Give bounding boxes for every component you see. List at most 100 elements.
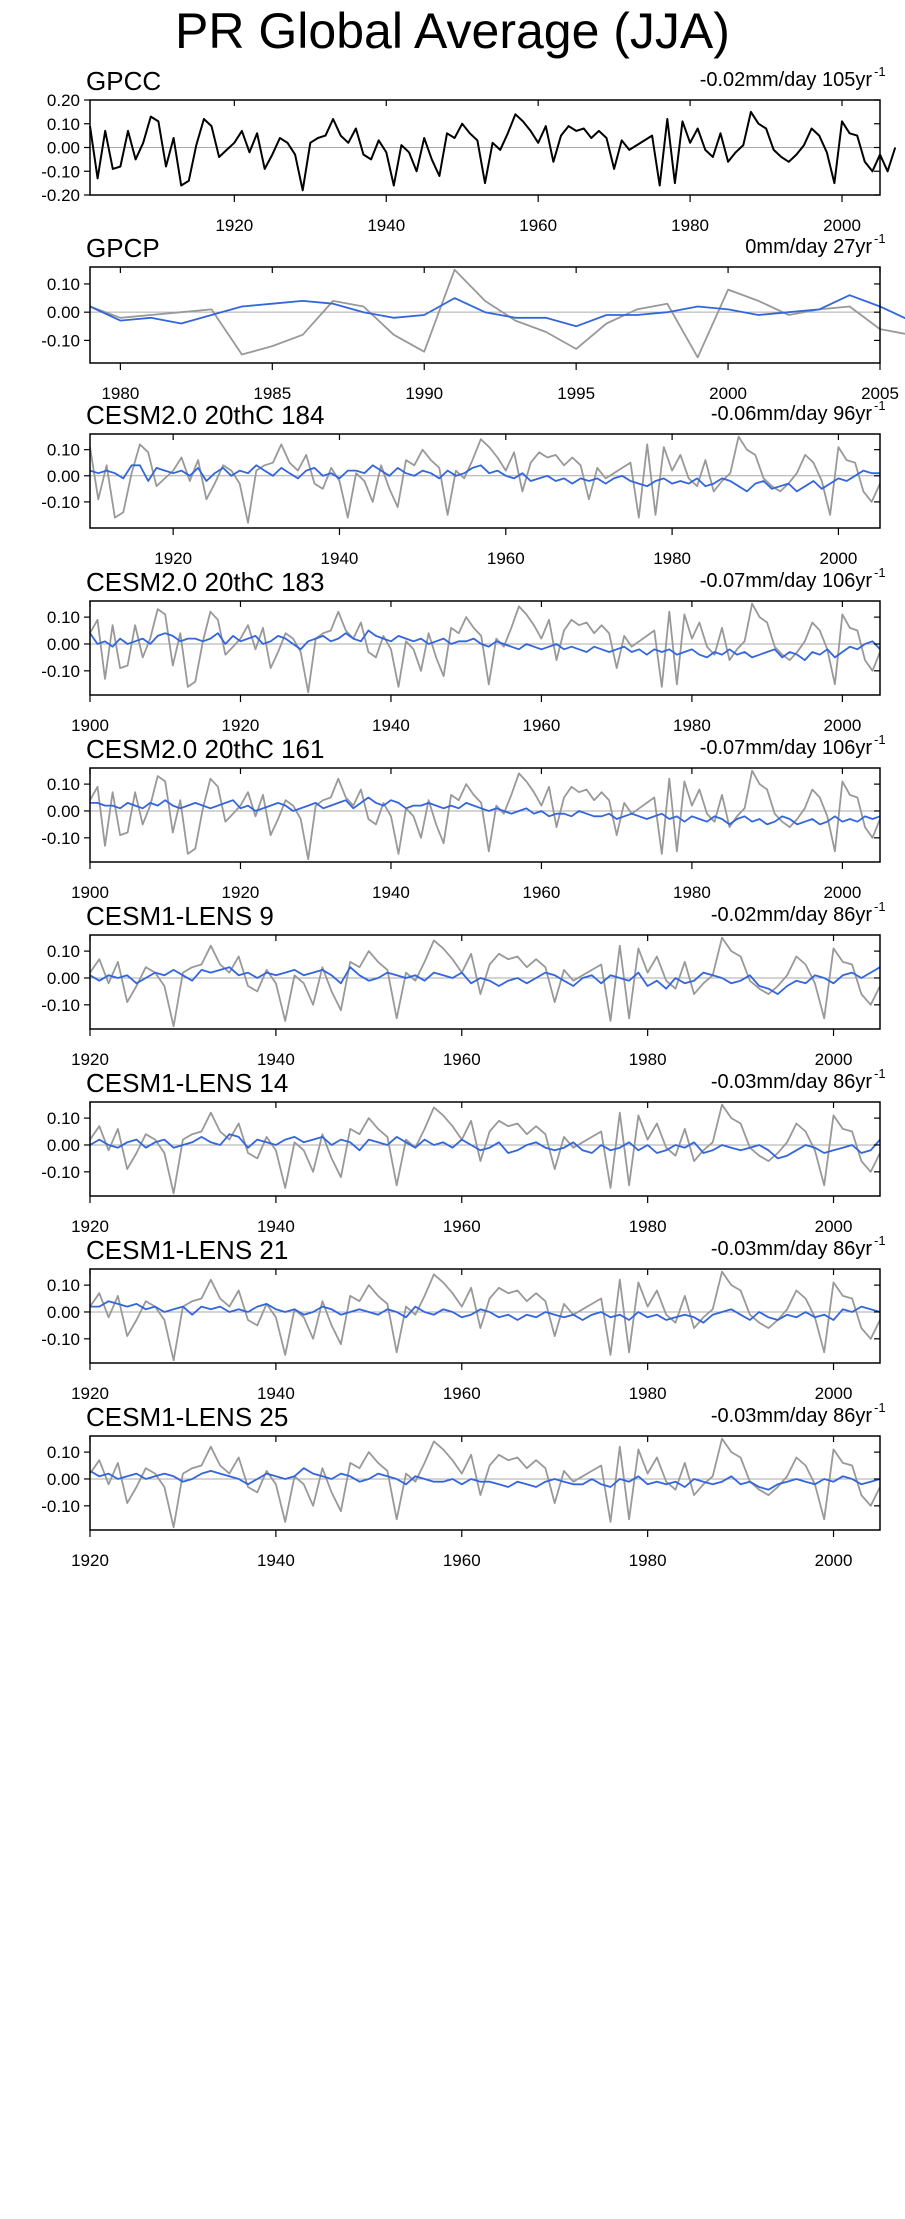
y-tick-label: -0.10 xyxy=(41,1497,80,1516)
x-tick-label: 1940 xyxy=(372,883,410,902)
plot-frame xyxy=(89,1435,881,1531)
plot-frame xyxy=(89,934,881,1030)
x-tick-label: 1920 xyxy=(71,1384,109,1403)
trend-exponent: -1 xyxy=(874,1066,886,1081)
y-tick-label: -0.10 xyxy=(41,1163,80,1182)
x-tick-label: 2000 xyxy=(815,1384,853,1403)
x-tick-label: 1920 xyxy=(222,716,260,735)
panel-title: CESM1-LENS 9 xyxy=(86,901,274,931)
y-tick-label: 0.10 xyxy=(47,942,80,961)
x-tick-label: 1940 xyxy=(257,1217,295,1236)
panel-title: CESM2.0 20thC 183 xyxy=(86,567,324,597)
x-tick-label: 2000 xyxy=(815,1217,853,1236)
x-tick-label: 2000 xyxy=(820,549,858,568)
y-tick-label: 0.10 xyxy=(47,1109,80,1128)
trend-exponent: -1 xyxy=(874,1400,886,1415)
x-tick-label: 2000 xyxy=(709,384,747,403)
plot-frame xyxy=(89,266,881,364)
model-series-line xyxy=(90,1300,881,1324)
x-tick-label: 1940 xyxy=(321,549,359,568)
x-tick-label: 2000 xyxy=(815,1050,853,1069)
x-tick-label: 2000 xyxy=(823,883,861,902)
x-tick-label: 1990 xyxy=(405,384,443,403)
y-tick-label: 0.10 xyxy=(47,441,80,460)
reference-series-line xyxy=(89,1270,881,1362)
x-tick-label: 1920 xyxy=(71,1217,109,1236)
chart-panel: CESM1-LENS 21 -0.03mm/day 86yr -1 0.10 0.00 -… xyxy=(41,1233,885,1403)
chart-panel: CESM2.0 20thC 161 -0.07mm/day 106yr -1 0.10… xyxy=(41,732,885,902)
reference-series-line xyxy=(89,1437,881,1529)
y-tick-label: 0.00 xyxy=(47,303,80,322)
y-tick-label: 0.10 xyxy=(47,275,80,294)
x-tick-label: 2000 xyxy=(815,1551,853,1570)
x-tick-label: 1920 xyxy=(71,1050,109,1069)
x-tick-label: 1980 xyxy=(629,1050,667,1069)
panel-title: CESM1-LENS 21 xyxy=(86,1235,288,1265)
plot-frame xyxy=(89,1268,881,1364)
x-tick-label: 1940 xyxy=(257,1384,295,1403)
model-series-line xyxy=(89,294,905,328)
panel-title: GPCP xyxy=(86,233,160,263)
trend-label: -0.03mm/day 86yr xyxy=(711,1071,873,1093)
reference-series-line xyxy=(89,602,881,694)
reference-series-line xyxy=(89,268,905,359)
y-tick-label: 0.20 xyxy=(47,91,80,110)
panel-title: GPCC xyxy=(86,66,161,96)
model-series-line xyxy=(89,629,881,661)
y-tick-label: 0.00 xyxy=(47,1470,80,1489)
model-series-line xyxy=(89,464,880,493)
model-series-line xyxy=(89,966,881,995)
x-tick-label: 1980 xyxy=(101,384,139,403)
x-tick-label: 1960 xyxy=(523,716,561,735)
x-tick-label: 1960 xyxy=(443,1551,481,1570)
y-tick-label: 0.10 xyxy=(47,115,80,134)
x-tick-label: 1900 xyxy=(71,883,109,902)
x-tick-label: 2000 xyxy=(823,216,861,235)
x-tick-label: 2000 xyxy=(823,716,861,735)
trend-exponent: -1 xyxy=(874,732,886,747)
panel-title: CESM1-LENS 25 xyxy=(86,1402,288,1432)
trend-exponent: -1 xyxy=(874,398,886,413)
y-tick-label: 0.10 xyxy=(47,1276,80,1295)
y-tick-label: 0.00 xyxy=(47,1136,80,1155)
trend-exponent: -1 xyxy=(874,1233,886,1248)
y-tick-label: -0.10 xyxy=(41,331,80,350)
y-tick-label: 0.10 xyxy=(47,1443,80,1462)
x-tick-label: 1980 xyxy=(673,883,711,902)
y-tick-label: -0.10 xyxy=(41,662,80,681)
x-tick-label: 1985 xyxy=(253,384,291,403)
y-tick-label: 0.10 xyxy=(47,775,80,794)
trend-label: -0.03mm/day 86yr xyxy=(711,1405,873,1427)
x-tick-label: 1940 xyxy=(257,1551,295,1570)
y-tick-label: 0.00 xyxy=(47,969,80,988)
y-tick-label: 0.00 xyxy=(47,802,80,821)
trend-label: -0.07mm/day 106yr xyxy=(700,570,873,592)
trend-label: -0.02mm/day 86yr xyxy=(711,904,873,926)
y-tick-label: 0.00 xyxy=(47,1303,80,1322)
page-title: PR Global Average (JJA) xyxy=(175,3,730,59)
x-tick-label: 1980 xyxy=(671,216,709,235)
x-tick-label: 1960 xyxy=(487,549,525,568)
plot-frame xyxy=(89,1101,881,1197)
trend-exponent: -1 xyxy=(874,899,886,914)
x-tick-label: 1960 xyxy=(443,1217,481,1236)
x-tick-label: 1960 xyxy=(519,216,557,235)
chart-panel: CESM1-LENS 25 -0.03mm/day 86yr -1 0.10 0.00 -… xyxy=(41,1400,885,1570)
trend-label: -0.07mm/day 106yr xyxy=(700,737,873,759)
x-tick-label: 1940 xyxy=(257,1050,295,1069)
x-tick-label: 1980 xyxy=(629,1384,667,1403)
x-tick-label: 1980 xyxy=(673,716,711,735)
x-tick-label: 1920 xyxy=(154,549,192,568)
panel-title: CESM2.0 20thC 184 xyxy=(86,400,324,430)
observed-series-line xyxy=(89,110,897,192)
chart-panel: GPCP 0mm/day 27yr -1 0.10 0.00 -0.10 1980 1985 1… xyxy=(41,231,905,403)
plot-frame xyxy=(89,767,881,863)
x-tick-label: 1995 xyxy=(557,384,595,403)
trend-label: -0.03mm/day 86yr xyxy=(711,1238,873,1260)
chart-panel: GPCC -0.02mm/day 105yr -1 0.20 0.10 0.00 -0.10… xyxy=(41,64,897,235)
y-tick-label: -0.10 xyxy=(41,829,80,848)
x-tick-label: 1900 xyxy=(71,716,109,735)
x-tick-label: 1960 xyxy=(523,883,561,902)
panel-title: CESM1-LENS 14 xyxy=(86,1068,288,1098)
x-tick-label: 1960 xyxy=(443,1384,481,1403)
